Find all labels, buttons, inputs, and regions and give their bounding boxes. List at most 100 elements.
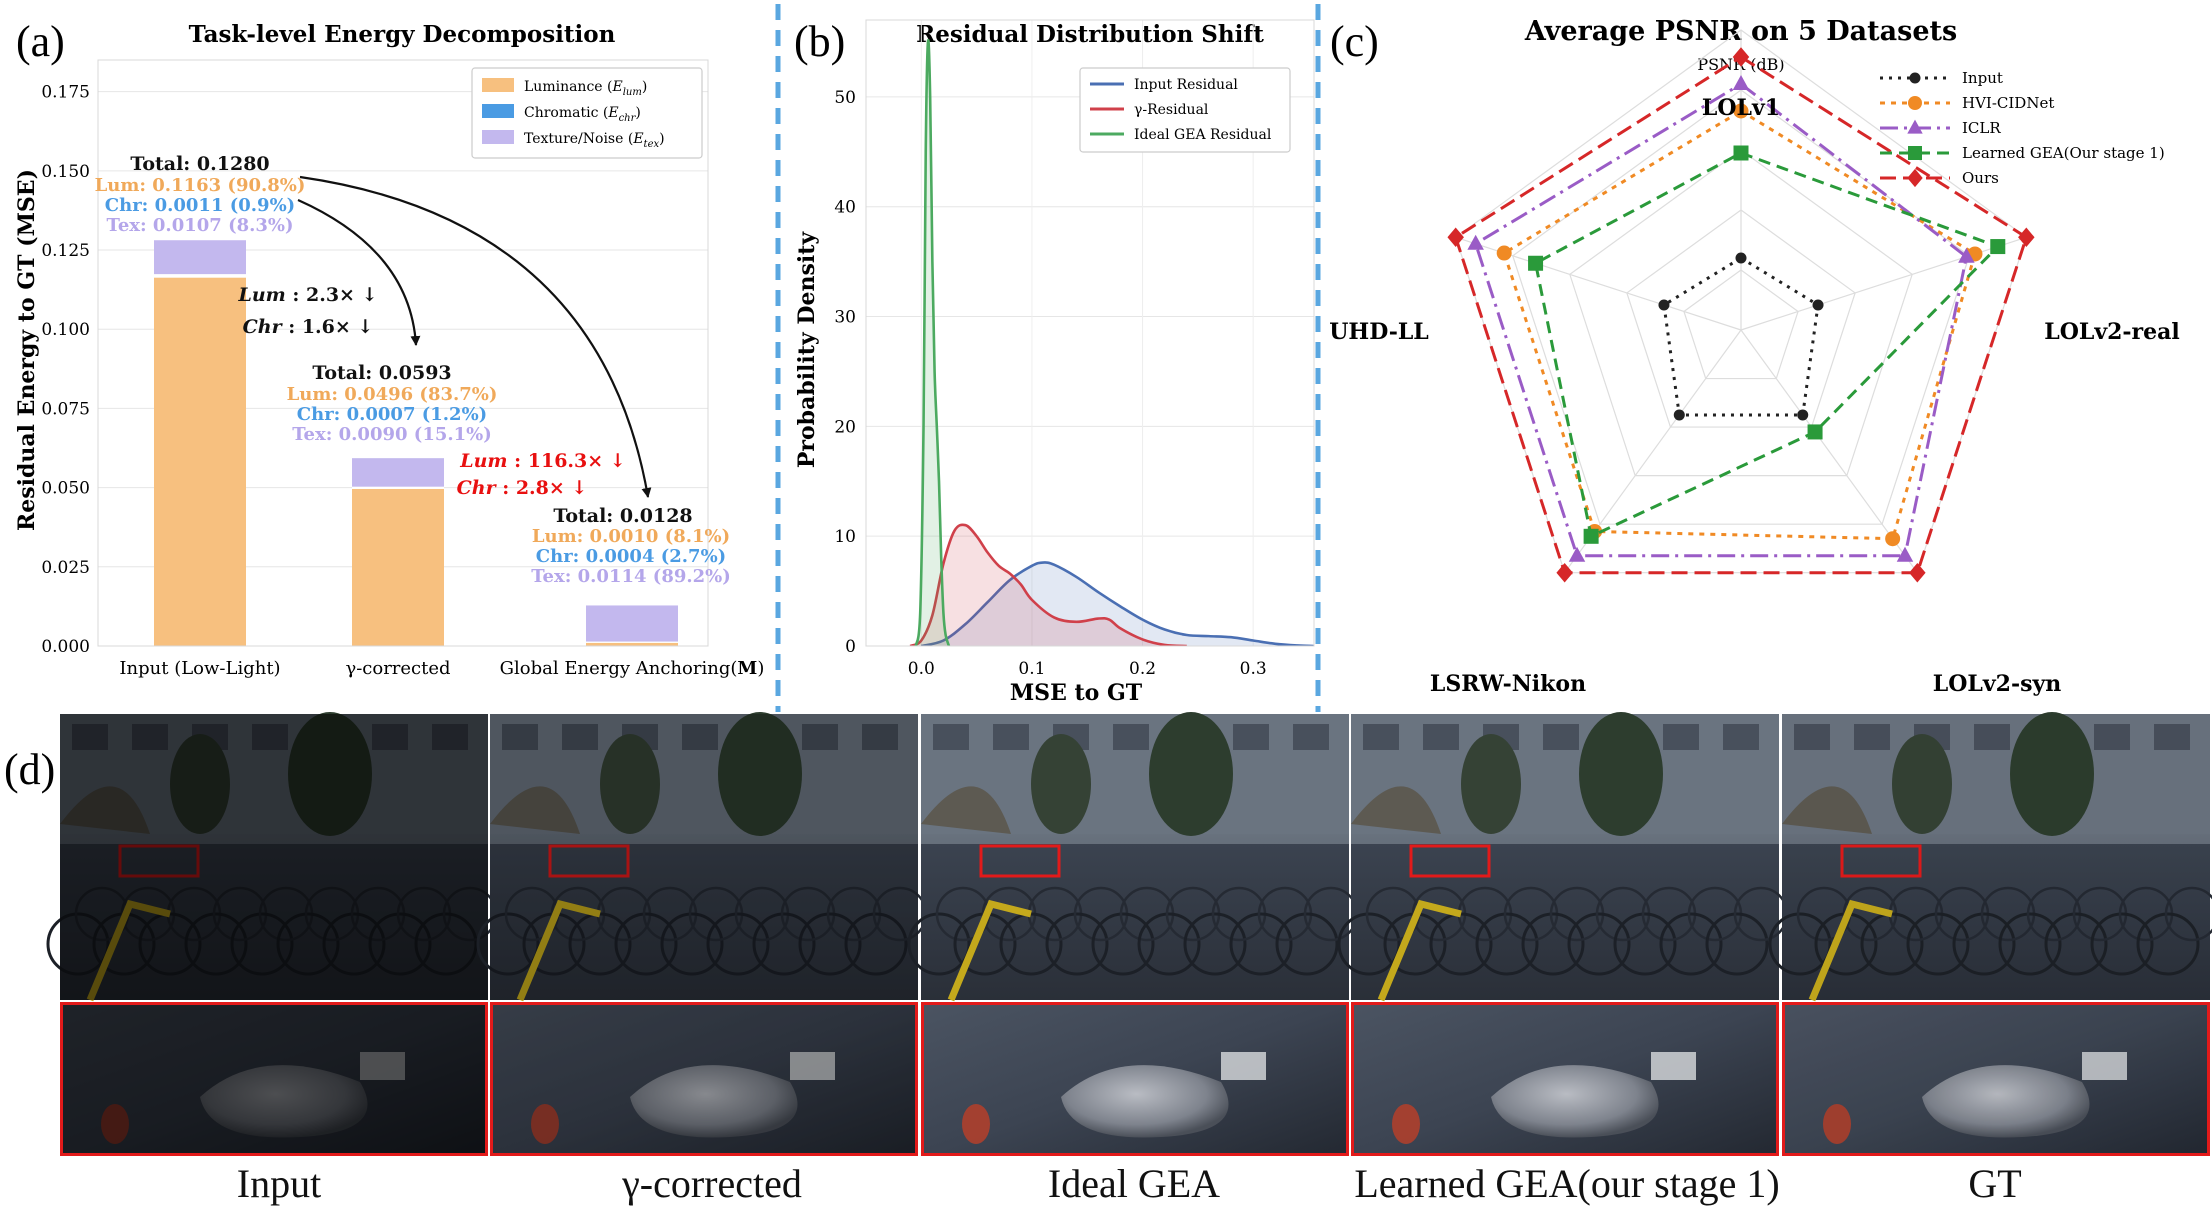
crop-darkening: [1782, 1002, 2210, 1156]
photo-bike-wheel: [798, 912, 862, 976]
photo-scene: [1337, 712, 1789, 1002]
crop-frame: [490, 1002, 918, 1156]
photo-bike-wheel: [1659, 912, 1723, 976]
photo-yellow-bike: [516, 899, 601, 1002]
ytick-label: 50: [834, 88, 856, 108]
photo-bike-wheel: [1952, 912, 2016, 976]
panel-a-title: Task-level Energy Decomposition: [189, 21, 616, 48]
reduction-lum-gea: Lum : 116.3× ↓: [459, 450, 625, 472]
bar-label-block-gea: Total: 0.0128 Lum: 0.0010 (8.1%) Chr: 0.…: [531, 505, 731, 587]
photo-label-ideal-gea: Ideal GEA: [1047, 1161, 1221, 1206]
radar-marker-radar_iclr: [1896, 546, 1914, 562]
photo-window: [1663, 724, 1699, 750]
crop-reflector: [790, 1052, 835, 1080]
panel-b-legend: Input Residual γ-Residual Ideal GEA Resi…: [1079, 67, 1291, 153]
bar-segment-chr: [352, 486, 444, 489]
panel-b-xlabel: MSE to GT: [1010, 680, 1143, 706]
radar-marker-radar_gea: [1528, 255, 1544, 271]
ytick-label: 0.150: [41, 162, 90, 182]
crop-bike-seat: [1061, 1065, 1229, 1138]
legend-label-radar_hvi: HVI-CIDNet: [1962, 94, 2054, 112]
radar-axis-label: UHD-LL: [1329, 319, 1429, 345]
photo-window: [1363, 724, 1399, 750]
bar-chr-gea: Chr: 0.0004 (2.7%): [536, 546, 726, 567]
photo-crop: [490, 1002, 918, 1156]
panel-b-density-chart: Residual Distribution Shift Probability …: [794, 19, 1315, 706]
radar-line-radar_hvi: [1502, 109, 1977, 541]
photo-window: [1113, 724, 1149, 750]
legend-label-ideal-residual: Ideal GEA Residual: [1134, 127, 1272, 143]
xtick-label: 0.1: [1018, 659, 1045, 679]
panel-b-title: Residual Distribution Shift: [916, 21, 1264, 48]
legend-label-texture: Texture/Noise (Etex): [524, 131, 665, 150]
photo-tile: [46, 712, 498, 1156]
bar-segment-lum: [154, 277, 246, 646]
xtick-label: 0.2: [1129, 659, 1156, 679]
panel-label-b: (b): [794, 17, 845, 66]
ytick-label: 30: [834, 308, 856, 328]
reduction-lum-gamma: Lum : 2.3× ↓: [237, 284, 377, 306]
density-fill-gamma_residual: [910, 524, 1187, 646]
crop-frame: [921, 1002, 1349, 1156]
legend-marker-radar_hvi: [1908, 96, 1922, 110]
panel-label-a: (a): [16, 17, 65, 66]
photo-tree: [1579, 712, 1663, 836]
photo-tree: [600, 734, 660, 834]
radar-grid-ring: [1683, 269, 1799, 380]
radar-spoke: [1740, 329, 1918, 574]
photo-label-gamma: γ-corrected: [622, 1161, 802, 1206]
crop-red-light: [1392, 1104, 1420, 1144]
bar-segment-chr: [586, 641, 678, 643]
legend-swatch-texture: [482, 130, 514, 144]
radar-marker-radar_hvi: [1885, 531, 1901, 547]
zoom-box: [1409, 844, 1491, 878]
radar-marker-radar_ours: [1447, 227, 1464, 248]
photo-bike-wheel: [2090, 912, 2154, 976]
ytick-label: 0.000: [41, 637, 90, 657]
legend-marker-radar_input: [1909, 72, 1921, 84]
panel-d-photo-strip: [46, 712, 2212, 1156]
photo-bike-wheel: [907, 912, 971, 976]
photo-darkening: [1782, 714, 2210, 1000]
ytick-label: 0.175: [41, 83, 90, 103]
photo-window: [1854, 724, 1890, 750]
photo-tree: [1461, 734, 1521, 834]
photo-bike-wheel: [476, 912, 540, 976]
zoom-box: [548, 844, 630, 878]
bar-tex-input: Tex: 0.0107 (8.3%): [106, 215, 293, 236]
photo-bike-wheel: [614, 912, 678, 976]
radar-marker-radar_iclr: [1467, 234, 1484, 250]
bar-lum-gamma: Lum: 0.0496 (83.7%): [287, 384, 498, 405]
reduction-annotation-gamma: Lum : 2.3× ↓ Chr : 1.6× ↓: [237, 284, 377, 338]
photo-crop: [1351, 1002, 1779, 1156]
bar-segment-tex: [586, 605, 678, 642]
photo-label-input: Input: [236, 1161, 322, 1206]
photo-window: [2094, 724, 2130, 750]
legend-label-luminance: Luminance (Elum): [524, 79, 647, 98]
radar-marker-radar_ours: [1556, 562, 1573, 583]
radar-grid-ring: [1569, 149, 1913, 477]
photo-tree: [1892, 734, 1952, 834]
ytick-label: 0.050: [41, 479, 90, 499]
photo-darkening: [1351, 714, 1779, 1000]
bar-segment-lum: [352, 488, 444, 646]
photo-window: [933, 724, 969, 750]
density-fill-ideal_residual: [915, 40, 949, 646]
radar-marker-radar_ours: [1909, 562, 1926, 583]
bar-total-gea: Total: 0.0128: [553, 505, 692, 527]
photo-yellow-bike: [1808, 899, 1893, 1002]
bar-segment-tex: [154, 240, 246, 275]
photo-window: [993, 724, 1029, 750]
ytick-label: 10: [834, 527, 856, 547]
photo-window: [1293, 724, 1329, 750]
radar-marker-radar_gea: [1990, 239, 2006, 255]
photo-darkening: [921, 714, 1349, 1000]
crop-bike-seat: [1491, 1065, 1659, 1138]
crop-darkening: [60, 1002, 488, 1156]
radar-marker-radar_ours: [2018, 227, 2035, 248]
crop-bike-seat: [630, 1065, 798, 1138]
radar-marker-radar_gea: [1733, 145, 1749, 161]
photo-crop: [60, 1002, 488, 1156]
panel-a-axes-frame: [97, 59, 709, 647]
